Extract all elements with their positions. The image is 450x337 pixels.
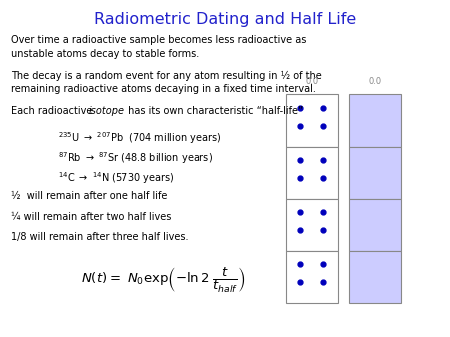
Text: 0.0: 0.0 <box>368 77 381 86</box>
Text: Radiometric Dating and Half Life: Radiometric Dating and Half Life <box>94 12 356 27</box>
FancyBboxPatch shape <box>286 94 338 147</box>
Text: Over time a radioactive sample becomes less radioactive as
unstable atoms decay : Over time a radioactive sample becomes l… <box>11 35 306 59</box>
Text: Each radioactive: Each radioactive <box>11 106 96 116</box>
Text: ¼ will remain after two half lives: ¼ will remain after two half lives <box>11 212 171 222</box>
Text: 0.0: 0.0 <box>305 77 318 86</box>
FancyBboxPatch shape <box>349 94 400 147</box>
FancyBboxPatch shape <box>349 147 400 199</box>
Text: has its own characteristic “half-life”: has its own characteristic “half-life” <box>125 106 303 116</box>
FancyBboxPatch shape <box>349 251 400 303</box>
Text: The decay is a random event for any atom resulting in ½ of the
remaining radioac: The decay is a random event for any atom… <box>11 71 322 94</box>
Text: $^{87}$Rb $\rightarrow$ $^{87}$Sr (48.8 billion years): $^{87}$Rb $\rightarrow$ $^{87}$Sr (48.8 … <box>58 150 213 166</box>
Text: ½  will remain after one half life: ½ will remain after one half life <box>11 191 167 202</box>
Text: 1/8 will remain after three half lives.: 1/8 will remain after three half lives. <box>11 232 189 242</box>
Text: isotope: isotope <box>88 106 124 116</box>
FancyBboxPatch shape <box>286 251 338 303</box>
Text: $^{14}$C $\rightarrow$ $^{14}$N (5730 years): $^{14}$C $\rightarrow$ $^{14}$N (5730 ye… <box>58 170 175 186</box>
Text: $N(t) = \ N_0 \exp\!\left(-\ln 2 \;\dfrac{t}{t_{half}}\right)$: $N(t) = \ N_0 \exp\!\left(-\ln 2 \;\dfra… <box>81 265 245 294</box>
FancyBboxPatch shape <box>286 199 338 251</box>
FancyBboxPatch shape <box>349 199 400 251</box>
FancyBboxPatch shape <box>286 147 338 199</box>
Text: $^{235}$U $\rightarrow$ $^{207}$Pb  (704 million years): $^{235}$U $\rightarrow$ $^{207}$Pb (704 … <box>58 130 222 146</box>
